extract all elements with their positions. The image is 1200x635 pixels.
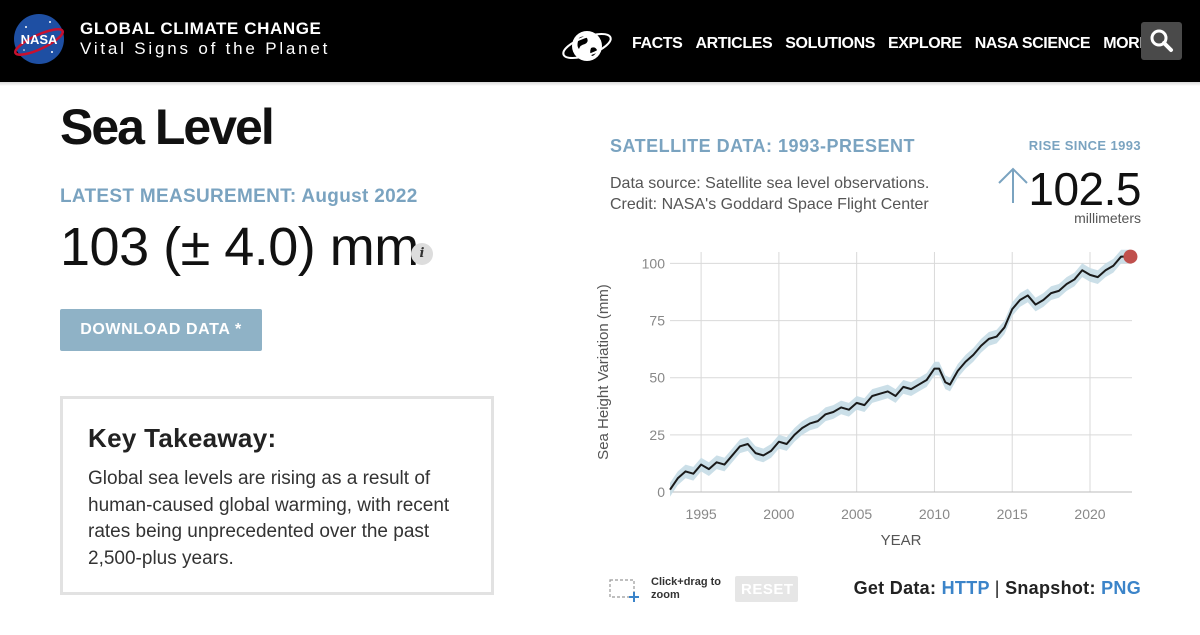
site-title[interactable]: GLOBAL CLIMATE CHANGE bbox=[80, 19, 322, 38]
arrow-up-icon bbox=[998, 167, 1028, 203]
nav-facts[interactable]: FACTS bbox=[632, 35, 683, 52]
x-tick-label: 1995 bbox=[686, 506, 717, 522]
link-separator: | bbox=[994, 578, 1000, 598]
get-data-label: Get Data: bbox=[853, 578, 937, 598]
satellite-data-label: SATELLITE DATA: 1993-PRESENT bbox=[610, 136, 916, 156]
rise-unit: millimeters bbox=[1074, 210, 1141, 226]
snapshot-label: Snapshot: bbox=[1005, 578, 1096, 598]
x-tick-label: 2005 bbox=[841, 506, 872, 522]
earth-globe-icon[interactable] bbox=[560, 22, 614, 70]
nav-nasa-science[interactable]: NASA SCIENCE bbox=[974, 35, 1091, 52]
key-takeaway-box: Key Takeaway: Global sea levels are risi… bbox=[60, 396, 494, 595]
download-data-button[interactable]: DOWNLOAD DATA * bbox=[60, 309, 262, 351]
nasa-logo[interactable]: NASA bbox=[12, 12, 66, 66]
y-tick-label: 50 bbox=[649, 370, 665, 386]
y-tick-label: 0 bbox=[657, 484, 665, 500]
reset-button[interactable]: RESET bbox=[735, 576, 798, 602]
data-credit-line: Credit: NASA's Goddard Space Flight Cent… bbox=[610, 196, 929, 213]
snapshot-png-link[interactable]: PNG bbox=[1101, 578, 1141, 598]
latest-measurement-label: LATEST MEASUREMENT: August 2022 bbox=[60, 186, 418, 207]
data-source-line: Data source: Satellite sea level observa… bbox=[610, 175, 930, 192]
zoom-select-icon bbox=[609, 579, 639, 602]
sea-level-chart[interactable]: 0 25 50 75 100 1995 2000 2005 2010 2015 2020 YEAR Se… bbox=[590, 240, 1150, 560]
x-axis-label: YEAR bbox=[881, 532, 922, 549]
y-tick-label: 100 bbox=[642, 255, 666, 271]
y-axis-label: Sea Height Variation (mm) bbox=[595, 284, 612, 460]
nav-articles[interactable]: ARTICLES bbox=[695, 35, 773, 52]
rise-since-label: RISE SINCE 1993 bbox=[1028, 138, 1141, 153]
nav-explore[interactable]: EXPLORE bbox=[888, 35, 962, 52]
zoom-hint-text: Click+drag to zoom bbox=[651, 576, 721, 601]
get-data-row: Get Data: HTTP | Snapshot: PNG bbox=[854, 578, 1141, 599]
header-shadow bbox=[0, 82, 1200, 86]
data-source: Data source: Satellite sea level observa… bbox=[610, 173, 929, 215]
x-tick-label: 2000 bbox=[763, 506, 794, 522]
search-button[interactable] bbox=[1141, 22, 1182, 60]
site-subtitle[interactable]: Vital Signs of the Planet bbox=[80, 39, 331, 58]
key-takeaway-text: Global sea levels are rising as a result… bbox=[88, 468, 450, 569]
rise-value: 102.5 bbox=[1028, 163, 1141, 215]
x-tick-label: 2020 bbox=[1074, 506, 1105, 522]
uncertainty-band bbox=[670, 249, 1131, 497]
info-icon[interactable]: i bbox=[411, 243, 433, 265]
x-tick-label: 2015 bbox=[997, 506, 1028, 522]
x-tick-label: 2010 bbox=[919, 506, 950, 522]
latest-measurement-value: 103 (± 4.0) mm bbox=[60, 217, 419, 277]
main-nav: FACTS ARTICLES SOLUTIONS EXPLORE NASA SC… bbox=[632, 35, 1150, 53]
key-takeaway-title: Key Takeaway: bbox=[88, 423, 277, 453]
y-tick-label: 25 bbox=[649, 427, 665, 443]
nasa-logo-text: NASA bbox=[21, 32, 58, 47]
get-data-http-link[interactable]: HTTP bbox=[941, 578, 990, 598]
sea-level-line bbox=[669, 255, 1131, 491]
nav-solutions[interactable]: SOLUTIONS bbox=[785, 35, 876, 52]
latest-point-marker bbox=[1123, 249, 1138, 264]
nav-more[interactable]: MORE bbox=[1103, 35, 1150, 52]
search-icon bbox=[1150, 29, 1173, 52]
site-header: NASA GLOBAL CLIMATE CHANGE Vital Signs o… bbox=[0, 0, 1200, 82]
y-tick-label: 75 bbox=[649, 313, 665, 329]
page-title: Sea Level bbox=[60, 99, 275, 155]
